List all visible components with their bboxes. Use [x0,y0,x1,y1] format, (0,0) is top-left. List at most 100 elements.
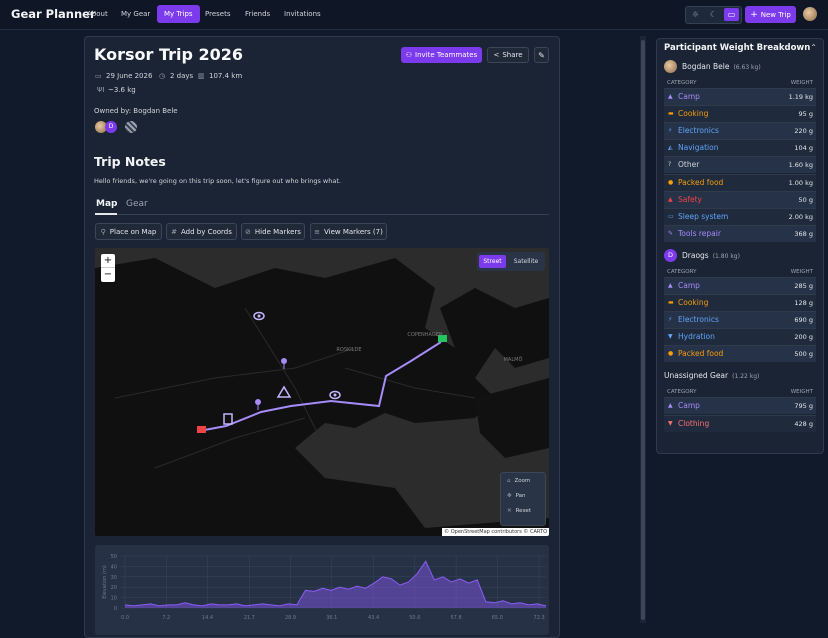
category-name: Electronics [678,315,719,325]
collapse-icon[interactable]: ⌃ [810,43,817,52]
meta-text: 29 June 2026 [106,72,153,80]
action-label: View Markers (7) [324,227,383,236]
action-button[interactable]: ⚲ Place on Map [95,223,162,240]
category-row: ● Packed food 1.00 kg [664,173,816,191]
category-icon: ⚡ [668,316,673,324]
action-label: Hide Markers [254,227,301,236]
new-trip-button[interactable]: + New Trip [745,6,796,23]
category-row: ● Packed food 500 g [664,345,816,363]
layer-option[interactable]: Satellite [513,258,539,265]
x-tick-label: 21.7 [244,615,255,621]
category-icon: ▲ [668,93,673,100]
page: Gear Planner About My Gear My Trips Presets F… [0,5,828,638]
nav-link[interactable]: Invitations [284,10,321,18]
share-icon: < [493,51,500,59]
breakdown-title: Participant Weight Breakdown [664,43,811,53]
map-tool-icon: ⌂ [507,478,511,484]
category-icon: ▬ [668,299,674,306]
tab[interactable]: Map [96,199,118,209]
participant-total: (1.22 kg) [732,373,760,381]
x-tick-label: 28.9 [285,615,296,621]
x-tick-label: 14.4 [202,615,213,621]
x-tick-label: 57.8 [451,615,462,621]
action-button[interactable]: ⊘ Hide Markers [241,223,305,240]
tab[interactable]: Gear [126,199,148,209]
user-avatar[interactable] [803,7,817,21]
theme-option[interactable]: ☾ [709,10,718,19]
category-row: ▼ Hydration 200 g [664,328,816,346]
participant-name: Draogs (1.80 kg) [682,251,740,260]
y-axis-label: Elevation (m) [102,565,108,599]
y-tick-label: 50 [111,554,117,560]
action-button[interactable]: # Add by Coords [166,223,237,240]
nav-link[interactable]: My Trips [157,5,200,23]
participant-avatar: D [664,248,677,262]
x-tick-label: 72.3 [534,615,545,621]
trip-card: Korsor Trip 2026 ⚇ Invite Teammates < Share ✎… [84,36,560,638]
x-tick-label: 65.0 [492,615,503,621]
column-header: WEIGHT [790,80,813,86]
scrollbar-thumb [641,40,645,620]
category-name: Other [678,160,700,170]
nav-link[interactable]: My Gear [121,10,151,18]
route [198,341,442,432]
action-button[interactable]: ≡ View Markers (7) [310,223,387,240]
x-tick-label: 36.1 [326,615,337,621]
category-row: ▲ Safety 50 g [664,190,816,208]
zoom-out[interactable]: − [103,269,113,280]
layer-option[interactable]: Street [479,255,506,268]
category-icon: ✎ [668,229,674,237]
map-tool-label: Reset [515,508,531,514]
participant-total: (1.80 kg) [712,252,740,260]
attribution: © OpenStreetMap contributors © CARTO [442,528,549,536]
y-tick-label: 20 [111,585,117,591]
category-weight: 690 g [794,316,813,325]
x-tick-label: 7.2 [162,615,170,621]
participant-name-text: Unassigned Gear [664,371,729,381]
edit-button[interactable]: ✎ [534,47,549,63]
category-row: ▲ Camp 285 g [664,276,816,294]
share-button[interactable]: < Share [487,47,529,63]
theme-option[interactable]: ☼ [691,10,700,19]
notes-title: Trip Notes [94,154,166,169]
share-label: Share [502,51,523,59]
elevation-line [124,560,547,607]
category-row: ▬ Cooking 95 g [664,105,816,123]
category-icon: ● [668,178,674,186]
action-label: Add by Coords [180,227,232,236]
participant-total: (6.63 kg) [733,64,761,71]
elevation-panel: 0 10 20 30 40 50 0.0 7.2 14.4 21.7 28.9 36.1 43.4 50.… [95,545,549,635]
y-tick-label: 30 [111,575,117,581]
meta-icon: ▥ [198,72,205,80]
place-label: MALMÖ [504,356,523,363]
category-name: Sleep system [678,211,729,221]
invite-button[interactable]: ⚇ Invite Teammates [401,47,482,63]
theme-option[interactable]: ▭ [724,8,739,21]
nav-link[interactable]: Friends [245,10,271,18]
category-name: Cooking [678,298,709,307]
category-icon: ▼ [668,419,673,427]
map-tool[interactable]: ✥ Pan [507,493,526,499]
category-name: Camp [678,92,700,101]
map-tools: ⌂ Zoom ✥ Pan ✕ Reset [500,472,546,526]
x-tick-label: 0.0 [121,615,129,621]
category-name: Safety [678,194,702,204]
category-icon: ⚡ [668,127,673,135]
column-header: WEIGHT [790,389,813,396]
nav-link[interactable]: About [87,10,108,18]
category-weight: 95 g [798,110,813,119]
nav-link[interactable]: Presets [205,10,231,18]
map-tool[interactable]: ✕ Reset [507,508,531,514]
map-tool-icon: ✥ [507,493,512,499]
action-icon: ⊘ [245,227,251,236]
action-label: Place on Map [109,227,157,236]
map-tool-icon: ✕ [507,508,512,514]
map-tool[interactable]: ⌂ Zoom [507,478,530,484]
roads [114,307,476,469]
x-tick-label: 43.4 [368,615,379,621]
zoom-in[interactable]: + [101,254,115,268]
category-weight: 128 g [794,299,813,307]
layer-switch: Street Satellite [477,252,545,271]
place-label: COPENHAGEN [407,332,442,338]
category-weight: 795 g [794,402,813,411]
